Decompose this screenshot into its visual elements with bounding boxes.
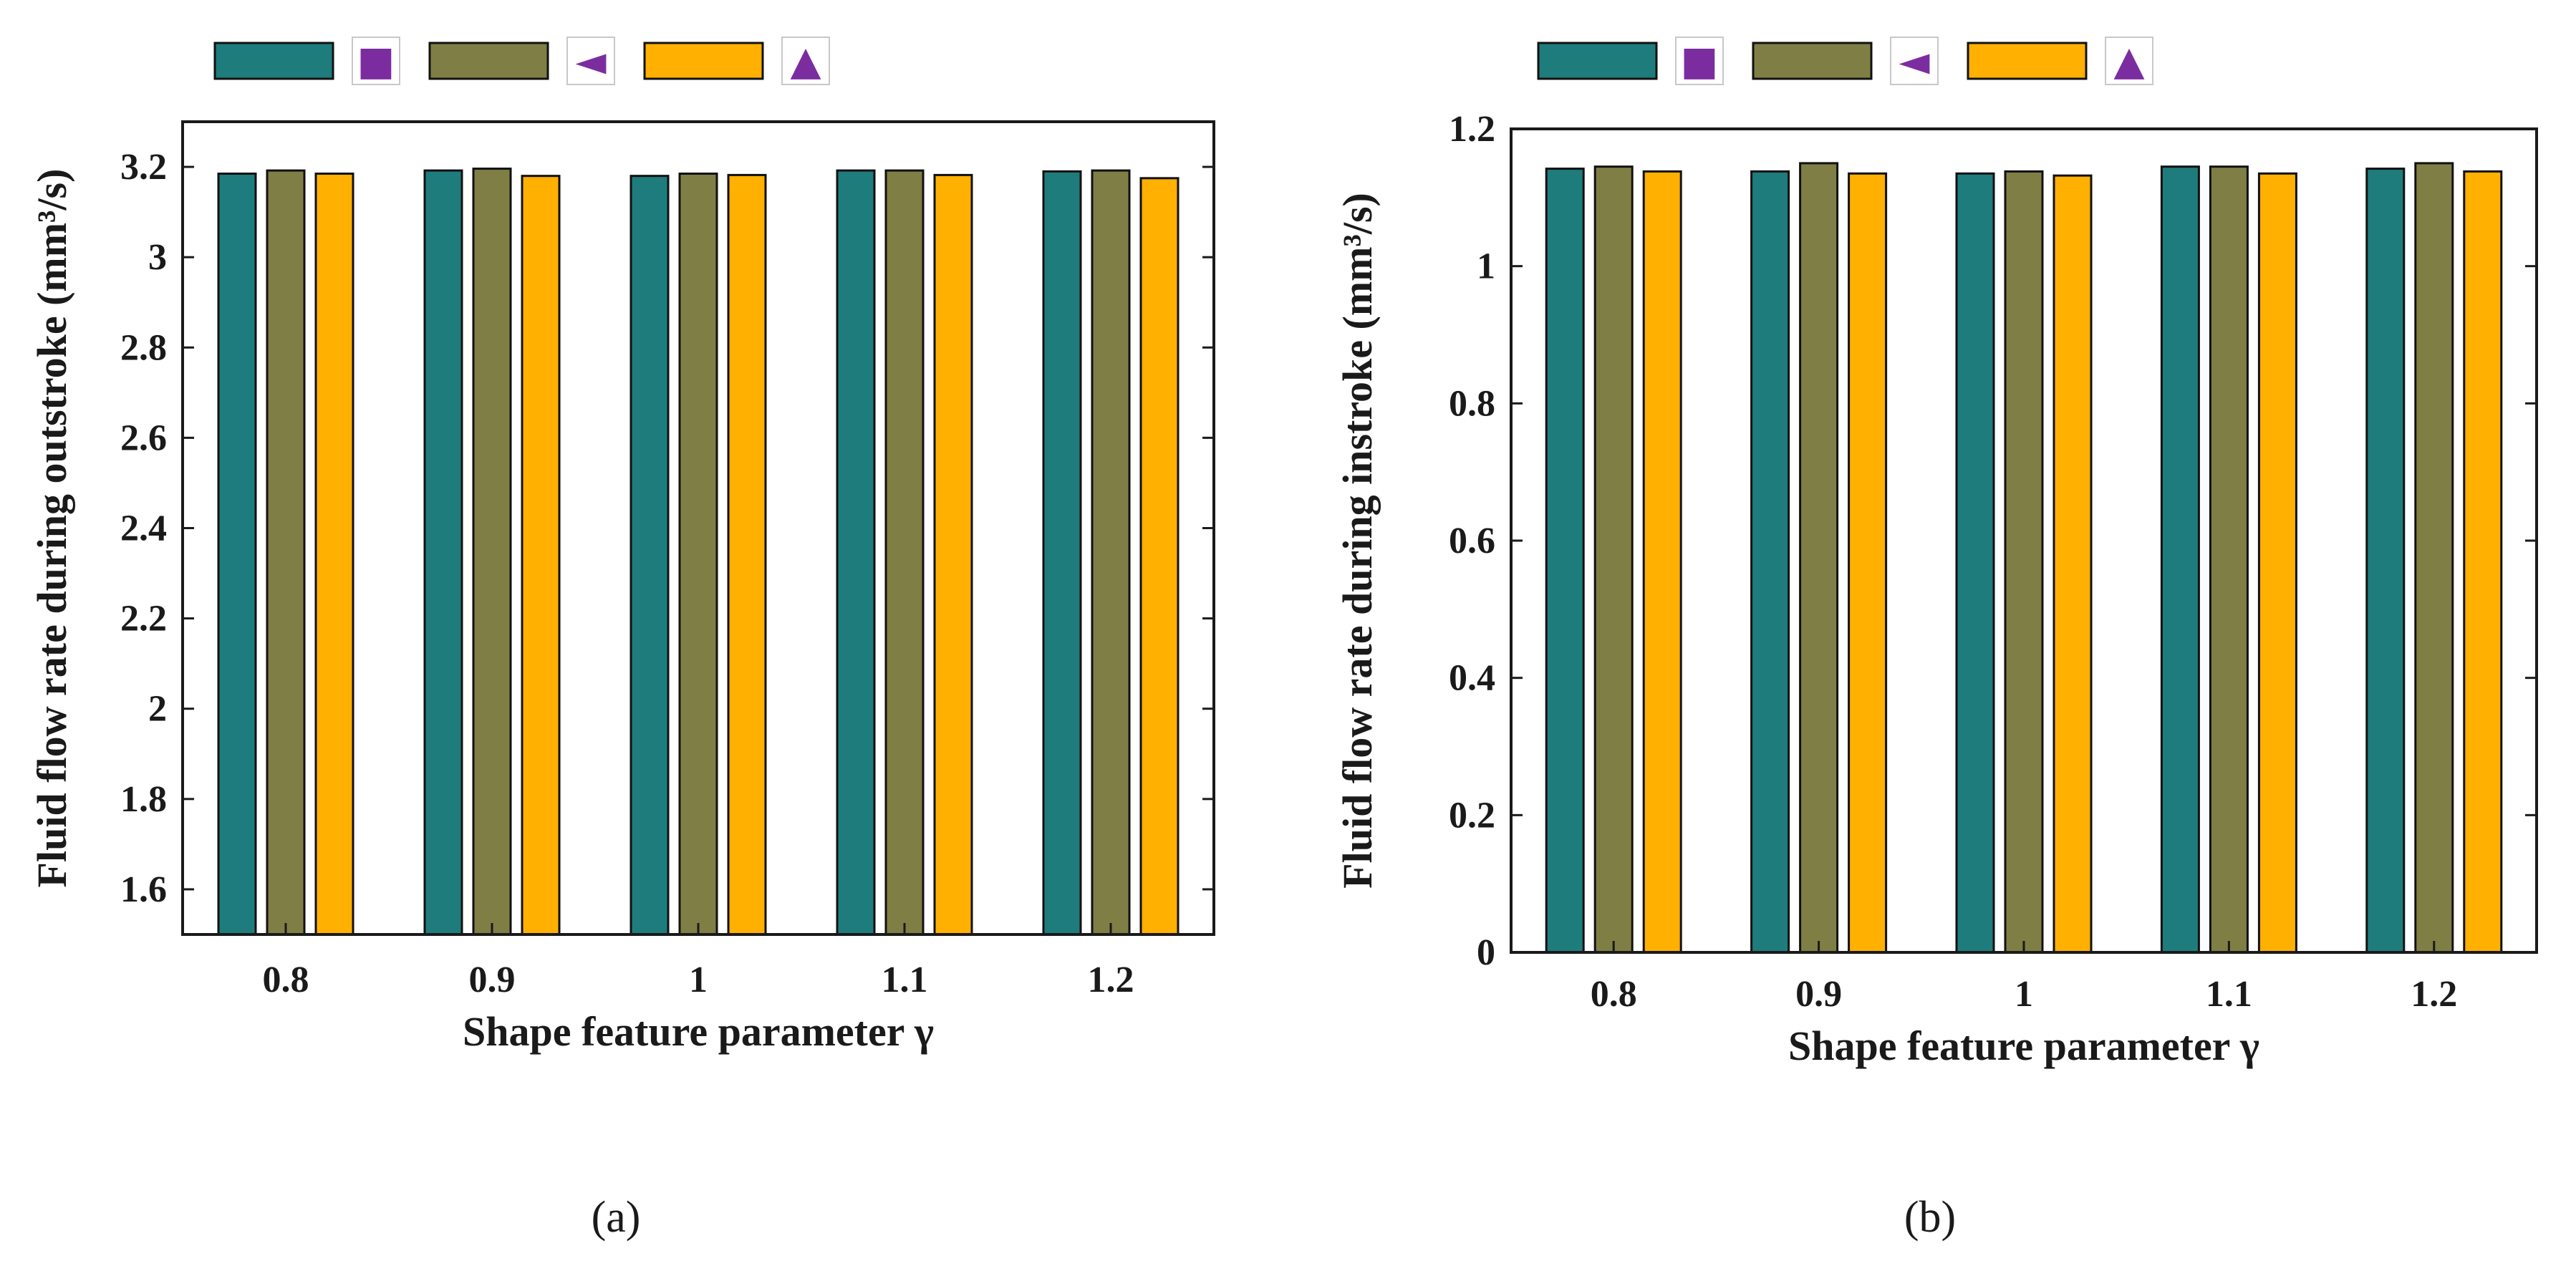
bar-series-1-1.1 [836,169,876,936]
chart-panel-a: 1.6 1.8 2 2.2 2.4 2.6 2.8 3 3.2 0.8 0.9 1 1.1 1.2 Shap… [29,37,1215,1242]
legend-marker-box-2 [566,37,615,85]
x-tick-label: 1.1 [882,960,928,1000]
bar-series-2-0.8 [266,169,306,936]
bar-series-2-0.8 [1593,165,1634,954]
y-tick-label: 0.4 [1449,658,1495,699]
legend-swatch-2 [428,42,549,80]
y-tick-label: 2.4 [120,508,167,549]
y-tick-label: 2.2 [120,599,167,639]
x-tick-label: 0.8 [1591,974,1637,1015]
left-triangle-marker-icon: ◄ [575,38,606,84]
y-tick-label: 3.2 [120,147,167,188]
x-tick-label: 0.9 [469,960,516,1000]
bar-series-2-1.1 [2209,165,2249,954]
y-tick-label: 3 [148,237,167,278]
y-tick-label: 2.6 [120,417,167,458]
bar-series-1-0.9 [1750,170,1790,954]
legend: ■ ◄ ▲ [1537,37,2153,85]
y-tick-label: 0.8 [1449,383,1495,424]
y-tick-label: 0 [1477,932,1495,973]
x-tick-label: 0.8 [263,960,309,1000]
legend-marker-box-3 [2105,37,2153,85]
y-tick-label: 0.6 [1449,521,1495,561]
x-tick-label: 1.2 [1088,960,1134,1000]
legend-swatch-3 [1967,42,2088,80]
up-triangle-marker-icon: ▲ [2113,38,2144,84]
bar-series-1-1.1 [2160,165,2200,954]
legend-swatch-1 [1537,42,1658,80]
legend-marker-box-1 [1675,37,1724,85]
legend-swatch-2 [1752,42,1873,80]
bar-series-3-1 [2052,174,2093,954]
x-tick-label: 1.2 [2411,974,2457,1015]
y-axis-label: Fluid flow rate during instroke (mm³/s) [1334,193,1381,889]
y-tick-label: 1 [1477,246,1495,287]
y-tick-label: 2 [148,689,167,730]
x-tick-label: 1.1 [2206,974,2252,1015]
bar-series-1-0.8 [1545,168,1585,954]
legend-marker-box-2 [1890,37,1939,85]
bar-series-3-0.8 [1642,170,1682,954]
x-axis-label: Shape feature parameter γ [1788,1023,2259,1069]
bar-series-2-1.2 [1091,169,1131,936]
bar-series-1-1.2 [2365,168,2406,954]
panel-label: (a) [592,1193,641,1242]
bar-series-3-1.2 [2463,170,2503,954]
x-tick-label: 1 [2015,974,2033,1015]
bar-series-3-1 [727,173,767,936]
bar-series-2-1.2 [2414,162,2454,954]
bar-series-2-1.1 [884,169,925,936]
y-tick-label: 0.2 [1449,795,1495,836]
bar-series-2-1 [678,173,718,936]
bar-series-2-0.9 [472,168,512,936]
legend-swatch-1 [213,42,334,80]
x-axis-label: Shape feature parameter γ [463,1008,934,1055]
legend-swatch-3 [643,42,764,80]
bar-series-1-0.8 [217,173,257,936]
up-triangle-marker-icon: ▲ [790,38,821,84]
bar-series-1-1 [629,175,670,936]
bar-series-1-1 [1955,172,1995,954]
legend-marker-box-1 [352,37,400,85]
legend-marker-box-3 [781,37,830,85]
y-tick-label: 2.8 [120,327,167,368]
bar-series-3-1.2 [1139,177,1180,936]
bar-series-3-0.9 [521,175,561,936]
bar-series-3-1.1 [933,173,973,936]
y-tick-label: 1.2 [1449,109,1495,150]
bar-series-2-0.9 [1799,162,1839,954]
y-axis-label: Fluid flow rate during outstroke (mm³/s) [29,169,75,888]
bar-series-3-0.9 [1848,172,1888,954]
left-triangle-marker-icon: ◄ [1899,38,1929,84]
y-tick-label: 1.8 [120,779,167,820]
chart-panel-b: 0 0.2 0.4 0.6 0.8 1 1.2 0.8 0.9 1 1.1 1.2 Shape feat… [1334,37,2538,1242]
square-marker-icon: ■ [1681,38,1719,84]
bar-series-3-1.1 [2257,172,2297,954]
y-tick-label: 1.6 [120,869,167,910]
bar-series-1-0.9 [423,169,463,936]
bar-series-3-0.8 [314,173,354,936]
x-tick-label: 1 [689,960,708,1000]
panel-label: (b) [1904,1193,1956,1242]
bar-series-2-1 [2004,170,2044,954]
bar-series-1-1.2 [1042,170,1082,936]
square-marker-icon: ■ [357,38,395,84]
legend: ■ ◄ ▲ [213,37,830,85]
x-tick-label: 0.9 [1795,974,1842,1015]
